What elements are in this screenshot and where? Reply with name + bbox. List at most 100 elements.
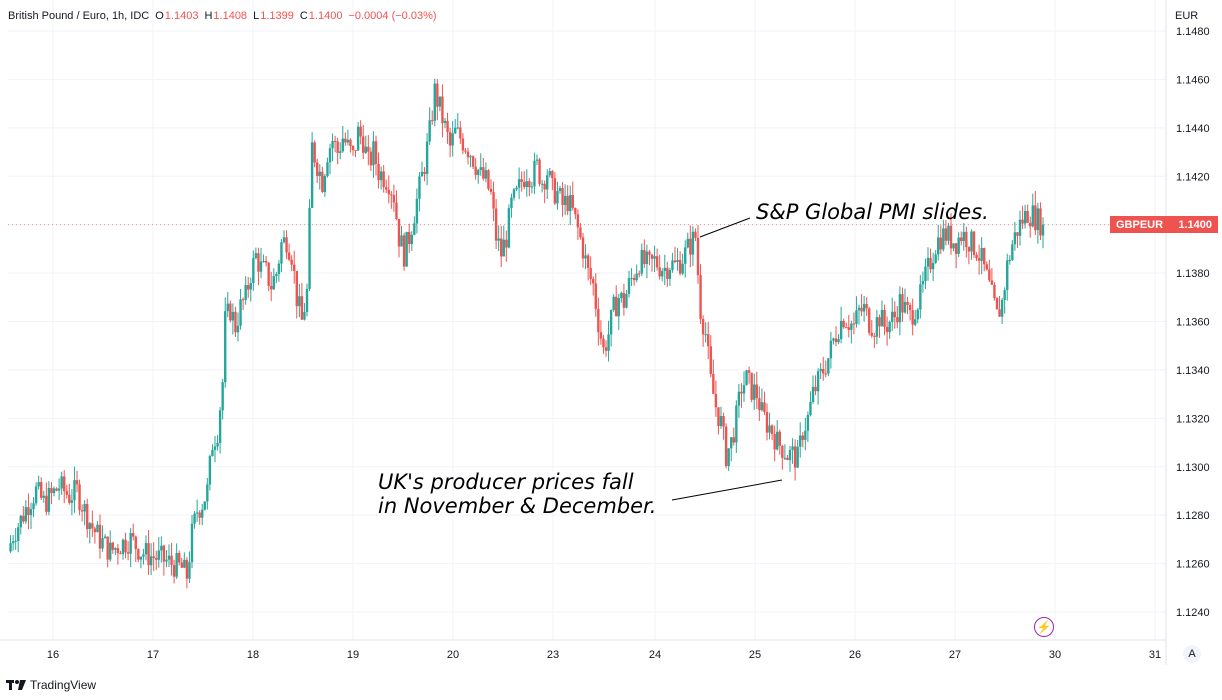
candle-body	[247, 284, 250, 290]
x-tick-label: 16	[47, 649, 59, 661]
candle-body	[487, 170, 490, 189]
candle-body	[78, 484, 81, 511]
candle-body	[216, 442, 219, 447]
candle-body	[208, 456, 212, 485]
candle-body	[704, 334, 707, 336]
candle-body	[602, 338, 605, 348]
footer-brand-label: TradingView	[30, 678, 97, 692]
candle-body	[489, 188, 493, 192]
candle-body	[193, 513, 196, 524]
candle-body	[259, 261, 263, 272]
candle-body	[528, 181, 531, 188]
footer-brand[interactable]: TradingView	[6, 678, 96, 692]
open-value: 1.1403	[164, 10, 199, 22]
candle-body	[303, 312, 306, 320]
lightning-icon[interactable]: ⚡	[1034, 617, 1054, 637]
x-tick-label: 23	[547, 649, 559, 661]
candle-body	[275, 274, 278, 277]
candle-body	[730, 437, 733, 449]
candle-body	[27, 507, 30, 516]
price-tag-value: 1.1400	[1178, 218, 1212, 231]
candle-body	[101, 538, 104, 549]
candle-body	[574, 207, 577, 215]
candle-body	[147, 543, 150, 566]
candle-body	[321, 171, 324, 193]
candle-body	[129, 533, 132, 554]
candle-body	[497, 238, 500, 241]
candle-body	[331, 141, 334, 149]
candle-body	[745, 370, 748, 386]
candle-body	[592, 279, 595, 284]
candle-body	[14, 540, 17, 542]
candle-body	[742, 385, 746, 394]
auto-scale-button[interactable]: A	[1183, 645, 1201, 663]
candle-body	[63, 476, 66, 492]
candle-body	[942, 228, 945, 250]
candle-body	[1034, 205, 1037, 231]
candle-body	[42, 495, 45, 498]
time-axis[interactable]: 16 17 18 19 20 23 24 25 26 27 30 31	[0, 639, 1166, 661]
candle-body	[60, 476, 63, 489]
candle-body	[1011, 244, 1014, 261]
candle-body	[505, 239, 508, 248]
candle-body	[236, 325, 240, 333]
candle-body	[796, 446, 799, 468]
candle-body	[180, 562, 183, 568]
close-value: 1.1400	[308, 10, 343, 22]
candle-body	[661, 271, 664, 277]
candle-body	[980, 247, 983, 261]
y-tick-label: 1.1440	[1176, 123, 1210, 135]
annotation-lines	[671, 217, 783, 501]
y-tick-label: 1.1280	[1176, 510, 1210, 522]
candle-body	[431, 120, 434, 122]
candle-body	[155, 558, 158, 560]
candle-body	[975, 254, 978, 259]
candle-body	[382, 171, 385, 188]
candle-body	[359, 126, 362, 137]
candle-body	[137, 549, 140, 560]
candle-body	[893, 311, 896, 318]
candle-body	[201, 509, 204, 518]
candle-body	[80, 510, 84, 512]
candle-body	[385, 187, 388, 190]
candle-body	[676, 259, 679, 263]
price-axis[interactable]: 1.1240 1.1260 1.1280 1.1300 1.1320 1.1340 1.13…	[1165, 0, 1210, 665]
candle-body	[885, 326, 889, 333]
low-value: 1.1399	[260, 10, 294, 22]
candle-body	[517, 179, 521, 188]
candle-body	[967, 247, 971, 252]
candle-body	[448, 132, 452, 146]
candle-body	[413, 223, 416, 235]
x-tick-label: 18	[247, 649, 259, 661]
candle-body	[765, 411, 769, 433]
high-key: H	[204, 10, 213, 22]
candle-body	[482, 167, 485, 179]
candle-body	[40, 482, 43, 498]
candle-body	[415, 198, 419, 224]
candle-body	[436, 83, 439, 107]
candle-body	[875, 317, 879, 337]
candle-body	[45, 495, 48, 512]
candle-body	[638, 273, 641, 275]
candle-body	[558, 188, 562, 192]
candle-body	[313, 142, 316, 163]
candle-body	[768, 425, 771, 433]
candle-body	[149, 556, 153, 566]
candle-body	[847, 327, 850, 330]
candle-body	[666, 267, 669, 279]
candle-body	[1000, 299, 1004, 317]
candle-body	[551, 171, 554, 179]
candle-body	[114, 548, 117, 550]
candle-body	[868, 308, 871, 333]
candle-body	[630, 277, 633, 279]
candle-body	[620, 292, 623, 299]
candle-body	[185, 559, 189, 579]
candle-body	[533, 160, 536, 187]
candle-body	[68, 494, 71, 503]
candle-body	[924, 266, 927, 281]
y-tick-label: 1.1320	[1176, 413, 1210, 425]
candle-body	[91, 523, 94, 529]
candle-body	[224, 311, 227, 383]
candle-body	[699, 275, 702, 319]
